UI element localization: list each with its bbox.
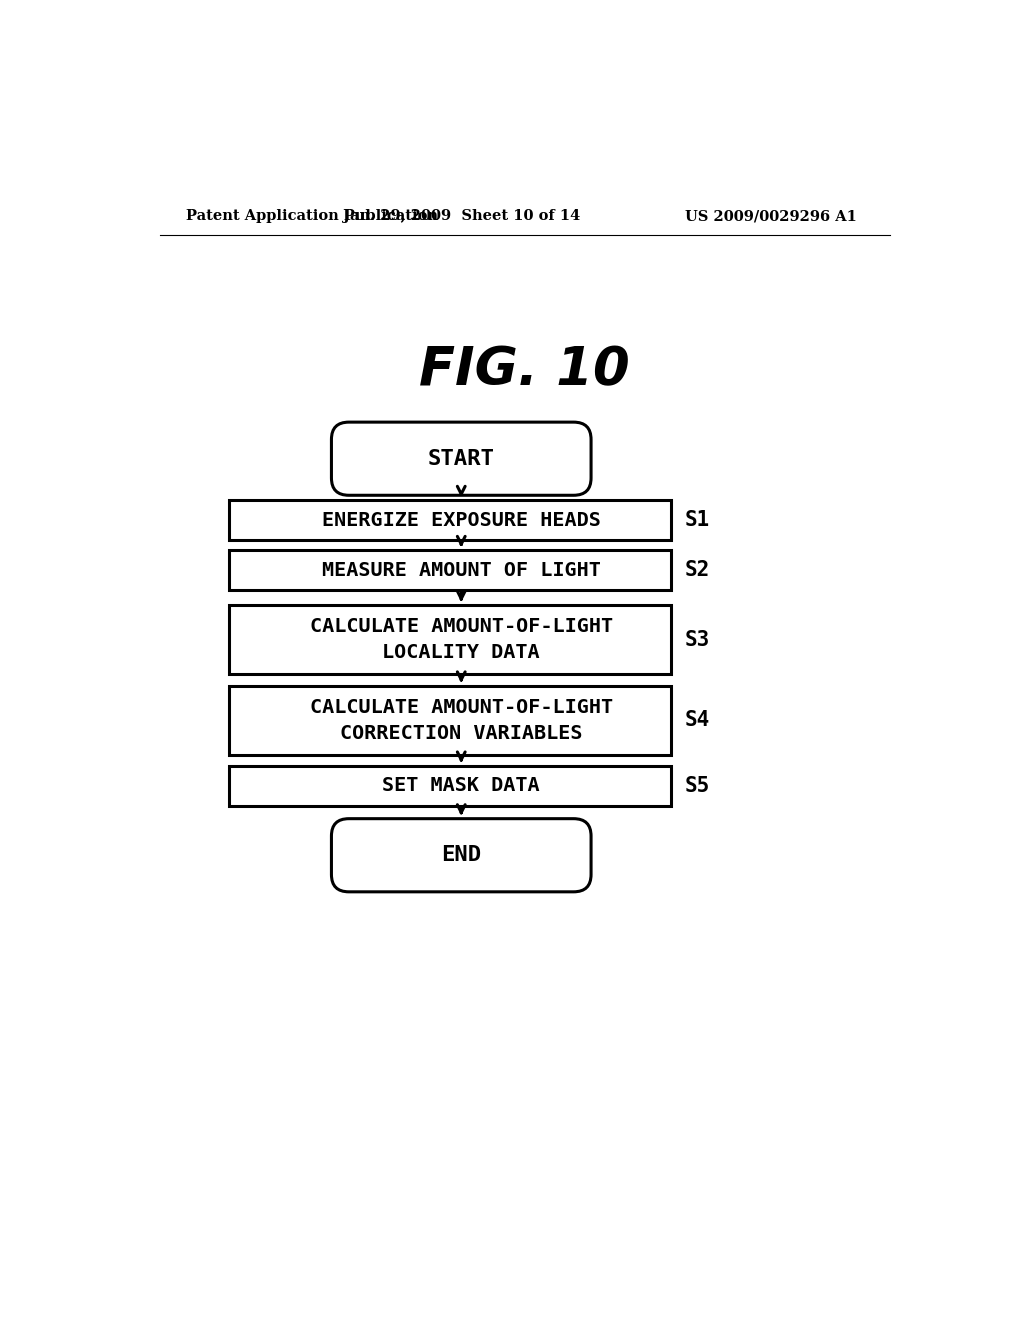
Bar	[228, 766, 671, 807]
FancyBboxPatch shape	[332, 818, 591, 892]
Text: SET MASK DATA: SET MASK DATA	[382, 776, 540, 796]
Text: END: END	[441, 845, 481, 865]
Text: FIG. 10: FIG. 10	[420, 345, 630, 396]
Text: S1: S1	[684, 511, 710, 531]
Text: MEASURE AMOUNT OF LIGHT: MEASURE AMOUNT OF LIGHT	[322, 561, 601, 579]
Text: S3: S3	[684, 630, 710, 649]
Text: START: START	[428, 449, 495, 469]
Text: CALCULATE AMOUNT-OF-LIGHT
LOCALITY DATA: CALCULATE AMOUNT-OF-LIGHT LOCALITY DATA	[309, 616, 612, 663]
Text: CALCULATE AMOUNT-OF-LIGHT
CORRECTION VARIABLES: CALCULATE AMOUNT-OF-LIGHT CORRECTION VAR…	[309, 698, 612, 743]
Text: S5: S5	[684, 776, 710, 796]
Text: Patent Application Publication: Patent Application Publication	[186, 209, 438, 223]
Text: S2: S2	[684, 561, 710, 581]
Text: S4: S4	[684, 710, 710, 730]
Text: Jan. 29, 2009  Sheet 10 of 14: Jan. 29, 2009 Sheet 10 of 14	[343, 209, 580, 223]
Bar	[228, 605, 671, 675]
FancyBboxPatch shape	[332, 422, 591, 495]
Bar	[228, 686, 671, 755]
Bar	[228, 550, 671, 590]
Text: ENERGIZE EXPOSURE HEADS: ENERGIZE EXPOSURE HEADS	[322, 511, 601, 529]
Text: US 2009/0029296 A1: US 2009/0029296 A1	[685, 209, 857, 223]
Bar	[228, 500, 671, 540]
